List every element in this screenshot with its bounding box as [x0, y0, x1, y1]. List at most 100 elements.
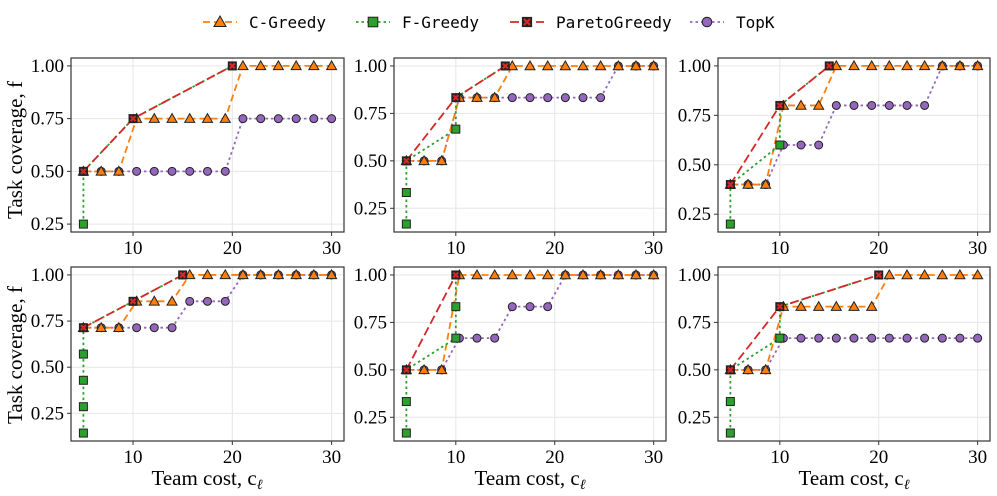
circle-marker [507, 93, 517, 103]
triangle-marker [865, 59, 878, 71]
markers-paretogreedy [726, 270, 883, 375]
triangle-marker [219, 268, 232, 280]
circle-marker [185, 296, 195, 306]
x-tick-label: 20 [869, 238, 888, 259]
triangle-marker [166, 112, 178, 123]
y-tick-label: 0.75 [31, 109, 64, 130]
series-line [730, 337, 978, 371]
triangle-marker [237, 268, 249, 280]
circle-marker [578, 93, 588, 103]
triangle-marker [541, 268, 554, 280]
markers-c-greedy [77, 59, 338, 176]
triangle-marker [325, 268, 338, 280]
x-marker [452, 94, 460, 101]
series-topk [730, 337, 978, 371]
x-axis-label-2: Team cost, cℓ [474, 466, 585, 493]
x-tick-label: 30 [968, 238, 987, 259]
series-line [83, 274, 332, 329]
triangle-marker [812, 99, 825, 110]
legend-item-paretogreedy: ParetoGreedy [510, 13, 672, 32]
triangle-marker [759, 363, 772, 375]
circle-marker [167, 323, 177, 333]
triangle-marker [971, 59, 984, 71]
triangle-marker [795, 300, 807, 311]
circle-marker [132, 166, 142, 176]
triangle-marker [559, 268, 572, 280]
triangle-marker [594, 268, 607, 280]
triangle-marker [237, 59, 249, 71]
circle-marker [884, 100, 894, 110]
triangle-marker [471, 268, 483, 280]
axes-frame [70, 57, 345, 233]
triangle-marker [577, 268, 589, 280]
x-tick-label: 20 [869, 447, 888, 468]
triangle-marker [830, 300, 843, 311]
triangle-marker [742, 363, 754, 375]
subplot-3: 10 20 30 0.25 0.50 0.75 1.00 [678, 56, 991, 259]
circle-marker [543, 302, 553, 312]
triangle-marker [918, 59, 931, 71]
triangle-marker [577, 59, 589, 71]
series-line [83, 117, 332, 173]
triangle-marker [272, 59, 285, 71]
square-marker [401, 397, 411, 407]
triangle-marker [325, 59, 338, 71]
markers-c-greedy [77, 268, 338, 332]
markers-topk [725, 61, 983, 190]
y-tick-label: 1.00 [678, 265, 711, 286]
axes-frame [70, 266, 345, 442]
subplot-2: 10 20 30 0.25 0.50 0.75 1.00 [354, 56, 667, 259]
markers-topk [78, 114, 337, 176]
triangle-marker [594, 59, 607, 71]
square-marker [451, 333, 461, 343]
circle-marker [167, 166, 177, 176]
y-tick-label: 0.25 [678, 407, 711, 428]
circle-marker [920, 100, 930, 110]
square-marker [401, 188, 411, 198]
y-tick-label: 0.25 [354, 198, 387, 219]
y-tick-label: 1.00 [31, 56, 64, 77]
triangle-marker [219, 112, 232, 123]
circle-marker [596, 93, 606, 103]
x-marker [776, 303, 784, 310]
y-tick-label: 0.25 [678, 204, 711, 225]
markers-paretogreedy [726, 61, 834, 189]
x-marker [80, 168, 87, 175]
triangle-marker [830, 59, 843, 71]
triangle-marker [848, 59, 860, 71]
markers-paretogreedy [402, 270, 461, 375]
series-line [405, 274, 457, 371]
triangle-marker [95, 321, 108, 332]
legend-label: C-Greedy [249, 13, 326, 32]
y-tick-label: 0.75 [31, 311, 64, 332]
square-marker [78, 219, 88, 229]
triangle-marker [541, 59, 554, 71]
x-marker [727, 181, 734, 188]
circle-marker [831, 333, 841, 343]
square-marker [367, 16, 379, 28]
legend-item-c-greedy: C-Greedy [203, 13, 326, 32]
circle-marker [132, 323, 142, 333]
circle-marker [560, 93, 570, 103]
series-paretogreedy [405, 274, 457, 371]
triangle-marker [936, 268, 949, 280]
triangle-marker [488, 91, 501, 102]
circle-marker [256, 114, 266, 124]
markers-f-greedy [401, 270, 461, 438]
triangle-marker [559, 59, 572, 71]
x-tick-label: 20 [545, 447, 564, 468]
y-tick-label: 1.00 [354, 265, 387, 286]
subplot-1: 10 20 30 0.25 0.50 0.75 1.00 [31, 56, 345, 259]
triangle-marker [95, 165, 108, 176]
x-marker [776, 102, 784, 109]
x-tick-label: 10 [124, 238, 143, 259]
y-axis-label-bottom: Task coverage, f [3, 286, 27, 424]
circle-marker [220, 166, 230, 176]
triangle-marker [254, 59, 267, 71]
triangle-marker [112, 321, 125, 332]
legend-label: F-Greedy [402, 13, 479, 32]
x-axis-label-3: Team cost, cℓ [798, 466, 909, 493]
triangle-marker [112, 165, 125, 176]
x-tick-label: 30 [322, 447, 341, 468]
x-tick-label: 10 [446, 447, 465, 468]
